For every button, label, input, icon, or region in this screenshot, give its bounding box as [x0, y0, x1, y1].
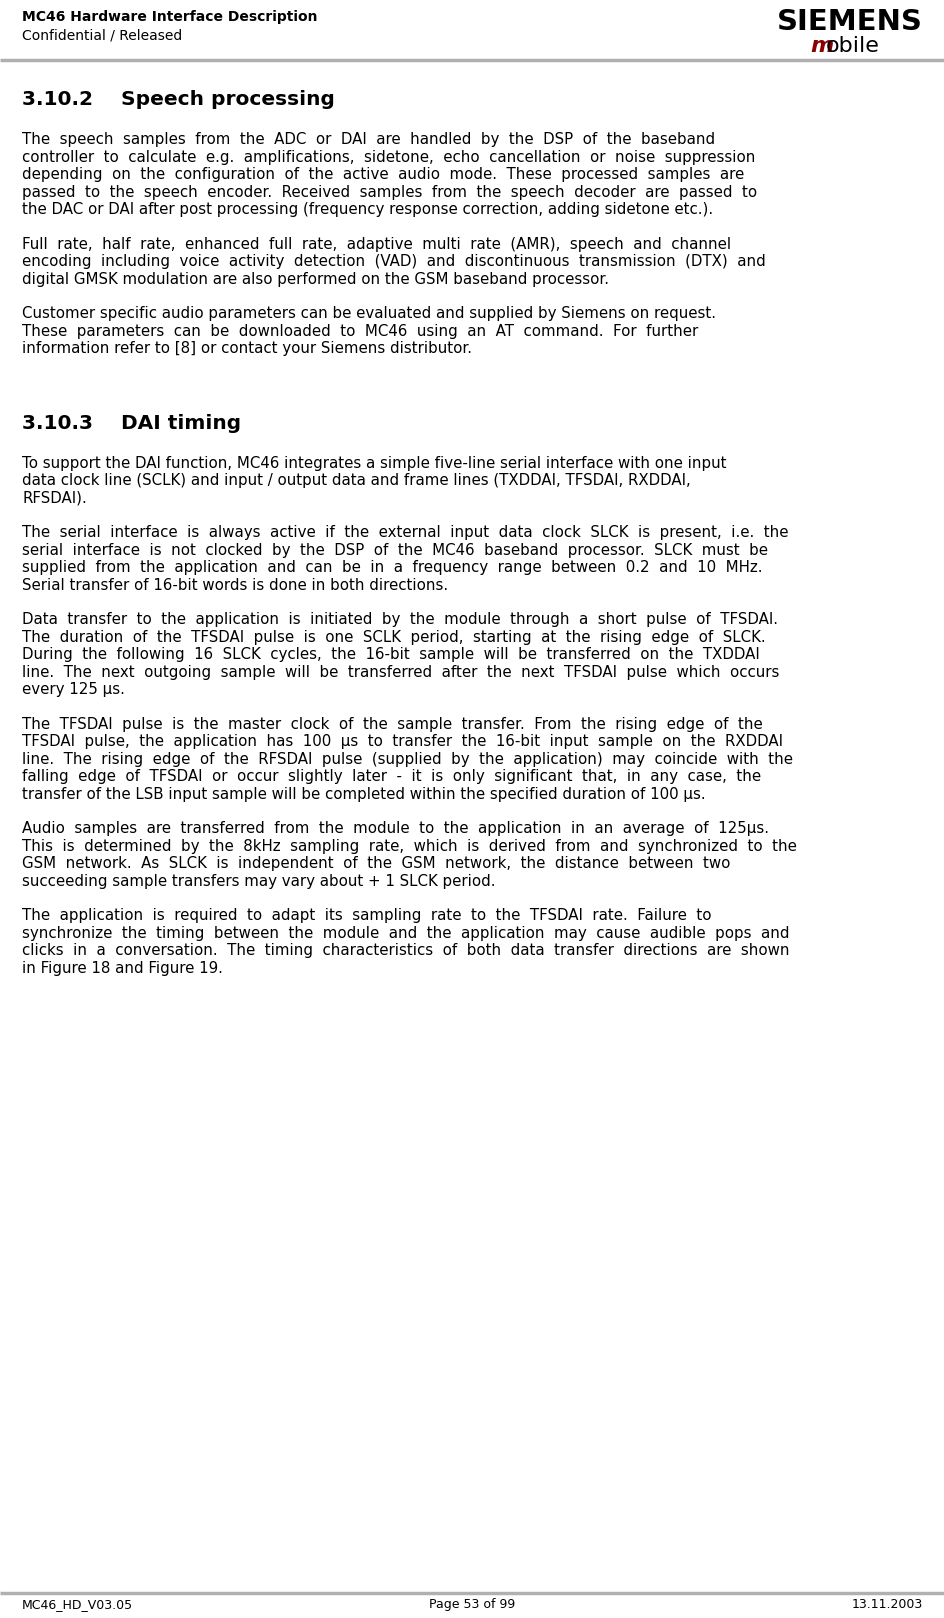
Text: The  serial  interface  is  always  active  if  the  external  input  data  cloc: The serial interface is always active if…	[22, 524, 787, 540]
Text: m: m	[809, 36, 833, 57]
Text: line.  The  rising  edge  of  the  RFSDAI  pulse  (supplied  by  the  applicatio: line. The rising edge of the RFSDAI puls…	[22, 751, 792, 767]
Text: 13.11.2003: 13.11.2003	[851, 1599, 922, 1612]
Text: Data  transfer  to  the  application  is  initiated  by  the  module  through  a: Data transfer to the application is init…	[22, 612, 777, 628]
Text: data clock line (SCLK) and input / output data and frame lines (TXDDAI, TFSDAI, : data clock line (SCLK) and input / outpu…	[22, 472, 690, 489]
Text: succeeding sample transfers may vary about + 1 SLCK period.: succeeding sample transfers may vary abo…	[22, 874, 495, 888]
Text: These  parameters  can  be  downloaded  to  MC46  using  an  AT  command.  For  : These parameters can be downloaded to MC…	[22, 324, 698, 338]
Text: information refer to [8] or contact your Siemens distributor.: information refer to [8] or contact your…	[22, 341, 471, 356]
Text: Confidential / Released: Confidential / Released	[22, 28, 182, 42]
Text: The  TFSDAI  pulse  is  the  master  clock  of  the  sample  transfer.  From  th: The TFSDAI pulse is the master clock of …	[22, 717, 762, 731]
Text: controller  to  calculate  e.g.  amplifications,  sidetone,  echo  cancellation : controller to calculate e.g. amplificati…	[22, 149, 754, 165]
Text: 3.10.3    DAI timing: 3.10.3 DAI timing	[22, 414, 241, 432]
Text: transfer of the LSB input sample will be completed within the specified duration: transfer of the LSB input sample will be…	[22, 786, 705, 801]
Text: GSM  network.  As  SLCK  is  independent  of  the  GSM  network,  the  distance : GSM network. As SLCK is independent of t…	[22, 856, 730, 870]
Text: line.  The  next  outgoing  sample  will  be  transferred  after  the  next  TFS: line. The next outgoing sample will be t…	[22, 665, 779, 680]
Text: During  the  following  16  SLCK  cycles,  the  16-bit  sample  will  be  transf: During the following 16 SLCK cycles, the…	[22, 647, 759, 662]
Text: Full  rate,  half  rate,  enhanced  full  rate,  adaptive  multi  rate  (AMR),  : Full rate, half rate, enhanced full rate…	[22, 236, 731, 251]
Text: 3.10.2    Speech processing: 3.10.2 Speech processing	[22, 91, 334, 108]
Text: Serial transfer of 16-bit words is done in both directions.: Serial transfer of 16-bit words is done …	[22, 578, 447, 592]
Text: This  is  determined  by  the  8kHz  sampling  rate,  which  is  derived  from  : This is determined by the 8kHz sampling …	[22, 838, 796, 854]
Text: RFSDAI).: RFSDAI).	[22, 490, 87, 505]
Text: TFSDAI  pulse,  the  application  has  100  µs  to  transfer  the  16-bit  input: TFSDAI pulse, the application has 100 µs…	[22, 735, 783, 749]
Text: passed  to  the  speech  encoder.  Received  samples  from  the  speech  decoder: passed to the speech encoder. Received s…	[22, 184, 756, 199]
Text: digital GMSK modulation are also performed on the GSM baseband processor.: digital GMSK modulation are also perform…	[22, 272, 608, 286]
Text: synchronize  the  timing  between  the  module  and  the  application  may  caus: synchronize the timing between the modul…	[22, 925, 788, 940]
Text: obile: obile	[825, 36, 879, 57]
Text: clicks  in  a  conversation.  The  timing  characteristics  of  both  data  tran: clicks in a conversation. The timing cha…	[22, 943, 788, 958]
Text: every 125 µs.: every 125 µs.	[22, 683, 125, 697]
Text: Audio  samples  are  transferred  from  the  module  to  the  application  in  a: Audio samples are transferred from the m…	[22, 820, 768, 837]
Text: MC46_HD_V03.05: MC46_HD_V03.05	[22, 1599, 133, 1612]
Text: The  duration  of  the  TFSDAI  pulse  is  one  SCLK  period,  starting  at  the: The duration of the TFSDAI pulse is one …	[22, 629, 765, 644]
Text: depending  on  the  configuration  of  the  active  audio  mode.  These  process: depending on the configuration of the ac…	[22, 167, 744, 181]
Text: To support the DAI function, MC46 integrates a simple five-line serial interface: To support the DAI function, MC46 integr…	[22, 456, 726, 471]
Text: Page 53 of 99: Page 53 of 99	[429, 1599, 514, 1612]
Text: MC46 Hardware Interface Description: MC46 Hardware Interface Description	[22, 10, 317, 24]
Text: Customer specific audio parameters can be evaluated and supplied by Siemens on r: Customer specific audio parameters can b…	[22, 306, 716, 320]
Text: The  speech  samples  from  the  ADC  or  DAI  are  handled  by  the  DSP  of  t: The speech samples from the ADC or DAI a…	[22, 133, 715, 147]
Text: The  application  is  required  to  adapt  its  sampling  rate  to  the  TFSDAI : The application is required to adapt its…	[22, 908, 711, 922]
Text: encoding  including  voice  activity  detection  (VAD)  and  discontinuous  tran: encoding including voice activity detect…	[22, 254, 765, 269]
Text: serial  interface  is  not  clocked  by  the  DSP  of  the  MC46  baseband  proc: serial interface is not clocked by the D…	[22, 542, 767, 558]
Text: SIEMENS: SIEMENS	[776, 8, 922, 36]
Text: the DAC or DAI after post processing (frequency response correction, adding side: the DAC or DAI after post processing (fr…	[22, 202, 713, 217]
Text: supplied  from  the  application  and  can  be  in  a  frequency  range  between: supplied from the application and can be…	[22, 560, 762, 574]
Text: falling  edge  of  TFSDAI  or  occur  slightly  later  -  it  is  only  signific: falling edge of TFSDAI or occur slightly…	[22, 769, 760, 785]
Text: in Figure 18 and Figure 19.: in Figure 18 and Figure 19.	[22, 961, 223, 976]
